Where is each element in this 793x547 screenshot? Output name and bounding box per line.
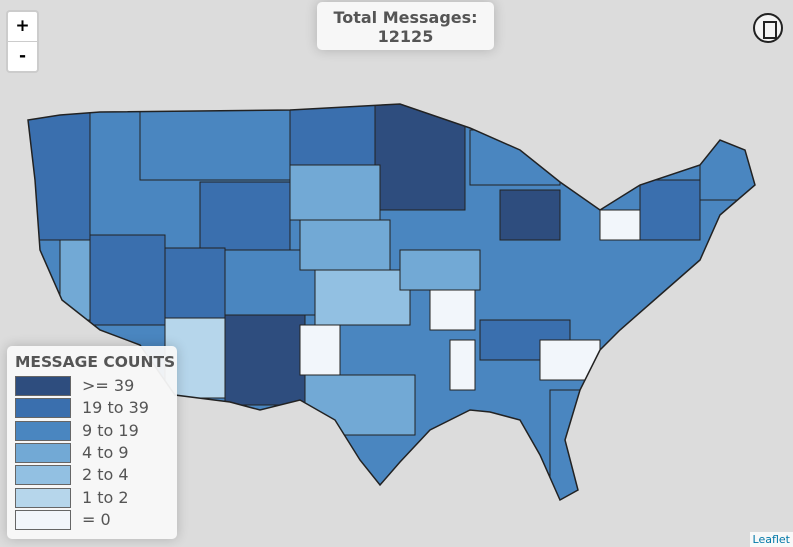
legend-label: >= 39 [82,376,135,395]
legend: MESSAGE COUNTS >= 39 19 to 39 9 to 19 4 to … [7,346,177,539]
zoom-out[interactable]: - [8,41,37,71]
legend-item: 4 to 9 [15,442,175,463]
legend-swatch [15,398,71,419]
legend-label: 9 to 19 [82,420,139,440]
legend-label: 19 to 39 [82,398,149,418]
legend-swatch [15,487,71,508]
legend-swatch [15,376,71,396]
attribution[interactable]: Leaflet [749,532,793,547]
legend-item: = 0 [15,509,175,530]
legend-swatch [15,442,71,463]
info-total: 12125 [377,27,434,46]
legend-label: = 0 [82,509,111,529]
zoom-in[interactable]: + [15,16,30,36]
legend-label: 1 to 2 [82,487,129,507]
us-outline [27,103,756,502]
print-button[interactable] [753,13,783,43]
info-box: Total Messages: 12125 [317,2,494,50]
legend-swatch [15,420,71,441]
legend-title: MESSAGE COUNTS [15,353,176,371]
legend-item: >= 39 [15,376,175,396]
zoom-control: + - [6,10,39,73]
legend-label: 2 to 4 [82,465,129,485]
legend-item: 1 to 2 [15,487,175,508]
legend-swatch [15,465,71,486]
info-title: Total Messages: [333,8,478,27]
legend-item: 2 to 4 [15,465,175,486]
legend-item: 9 to 19 [15,420,175,441]
legend-item: 19 to 39 [15,398,175,419]
legend-label: 4 to 9 [82,442,129,462]
legend-swatch [15,509,71,530]
